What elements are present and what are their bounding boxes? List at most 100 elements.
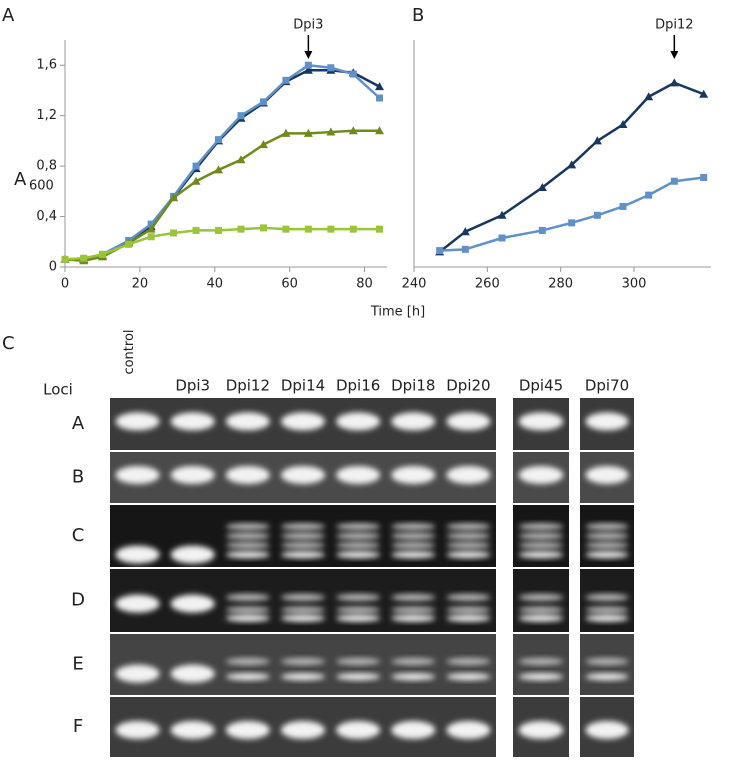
gel-band [585, 532, 629, 540]
data-point [303, 65, 313, 74]
gel-band [446, 673, 491, 681]
gel-band [585, 523, 629, 531]
gel-band [391, 551, 436, 559]
x-tick-label: 280 [548, 277, 573, 292]
lane-label: Dpi20 [446, 377, 490, 395]
gel-band [391, 721, 436, 739]
gel-band [518, 657, 564, 665]
data-point [567, 160, 577, 169]
data-point [348, 126, 358, 135]
annotation-label: Dpi3 [293, 18, 323, 33]
data-point [618, 119, 628, 128]
x-axis-label: Time [h] [370, 305, 425, 320]
gel-band [225, 606, 270, 614]
lane-label: Dpi14 [281, 377, 325, 395]
gel-band [225, 593, 270, 601]
gel-band [585, 412, 629, 431]
gel-band [280, 606, 326, 614]
data-point [304, 225, 312, 233]
data-point [236, 155, 246, 164]
gel-band [391, 657, 436, 665]
data-point [645, 191, 653, 199]
gel-band [391, 606, 436, 614]
gel-band [280, 657, 326, 665]
gel-band [391, 412, 436, 431]
locus-label: C [72, 525, 85, 546]
gel-band [446, 541, 491, 549]
gel-band [336, 532, 381, 540]
data-point [258, 140, 268, 149]
data-point [214, 165, 224, 174]
data-point [619, 202, 627, 210]
gel-band [391, 532, 436, 540]
series-line [439, 176, 704, 252]
data-point [376, 94, 384, 102]
data-point [259, 224, 267, 232]
panel-label: C [2, 333, 15, 354]
lane-label: Dpi70 [585, 377, 629, 395]
data-point [282, 225, 290, 233]
gel-band [336, 541, 381, 549]
gel-band [336, 523, 381, 531]
x-tick-label: 80 [356, 277, 373, 292]
gel-band [518, 541, 564, 549]
x-tick-label: 20 [132, 277, 149, 292]
gel-band [280, 673, 326, 681]
gel-band [446, 657, 491, 665]
data-point [192, 162, 200, 170]
gel-band [518, 673, 564, 681]
gel-band [336, 606, 381, 614]
loci-label: Loci [43, 381, 73, 399]
data-point [80, 254, 88, 262]
gel-band [446, 614, 491, 622]
data-point [644, 92, 654, 101]
gel-band [225, 551, 270, 559]
gel-band [225, 465, 270, 484]
gel-band [585, 614, 629, 622]
gel-band [280, 721, 326, 739]
locus-label: B [72, 467, 84, 488]
gel-band [391, 465, 436, 484]
x-tick-label: 240 [402, 277, 427, 292]
gel-band [446, 412, 491, 431]
gel-band [391, 593, 436, 601]
annotation-label: Dpi12 [655, 18, 693, 33]
gel-band [585, 657, 629, 665]
data-point [281, 128, 291, 137]
gel-band [391, 523, 436, 531]
gel-band [585, 673, 629, 681]
lane-label: Dpi18 [391, 377, 435, 395]
data-point [147, 220, 155, 228]
gel-band [115, 664, 160, 683]
data-point [498, 234, 506, 242]
gel-band [225, 673, 270, 681]
series-line [438, 81, 705, 253]
gel-band [391, 673, 436, 681]
y-tick-label: 0,4 [36, 209, 57, 224]
gel-band [280, 465, 326, 484]
gel-band [170, 465, 215, 484]
gel-band [518, 721, 564, 739]
gel-band [225, 523, 270, 531]
data-point [125, 240, 133, 248]
y-tick-label: 1,6 [36, 58, 57, 73]
gel-band [518, 606, 564, 614]
gel-band [518, 532, 564, 540]
data-point [376, 225, 384, 233]
gel-band [280, 614, 326, 622]
data-point [593, 211, 601, 219]
y-axis-label-sub: 600 [29, 179, 54, 194]
x-tick-label: 0 [61, 277, 69, 292]
y-tick-label: 0 [49, 260, 57, 275]
gel-band [585, 721, 629, 739]
gel-band [280, 523, 326, 531]
data-point [282, 76, 290, 84]
gel-band [336, 721, 381, 739]
gel-band [170, 545, 215, 564]
gel-band [446, 721, 491, 739]
gel-band [225, 541, 270, 549]
x-tick-label: 260 [475, 277, 500, 292]
gel-band [225, 532, 270, 540]
data-point [215, 226, 223, 234]
gel-band [391, 541, 436, 549]
